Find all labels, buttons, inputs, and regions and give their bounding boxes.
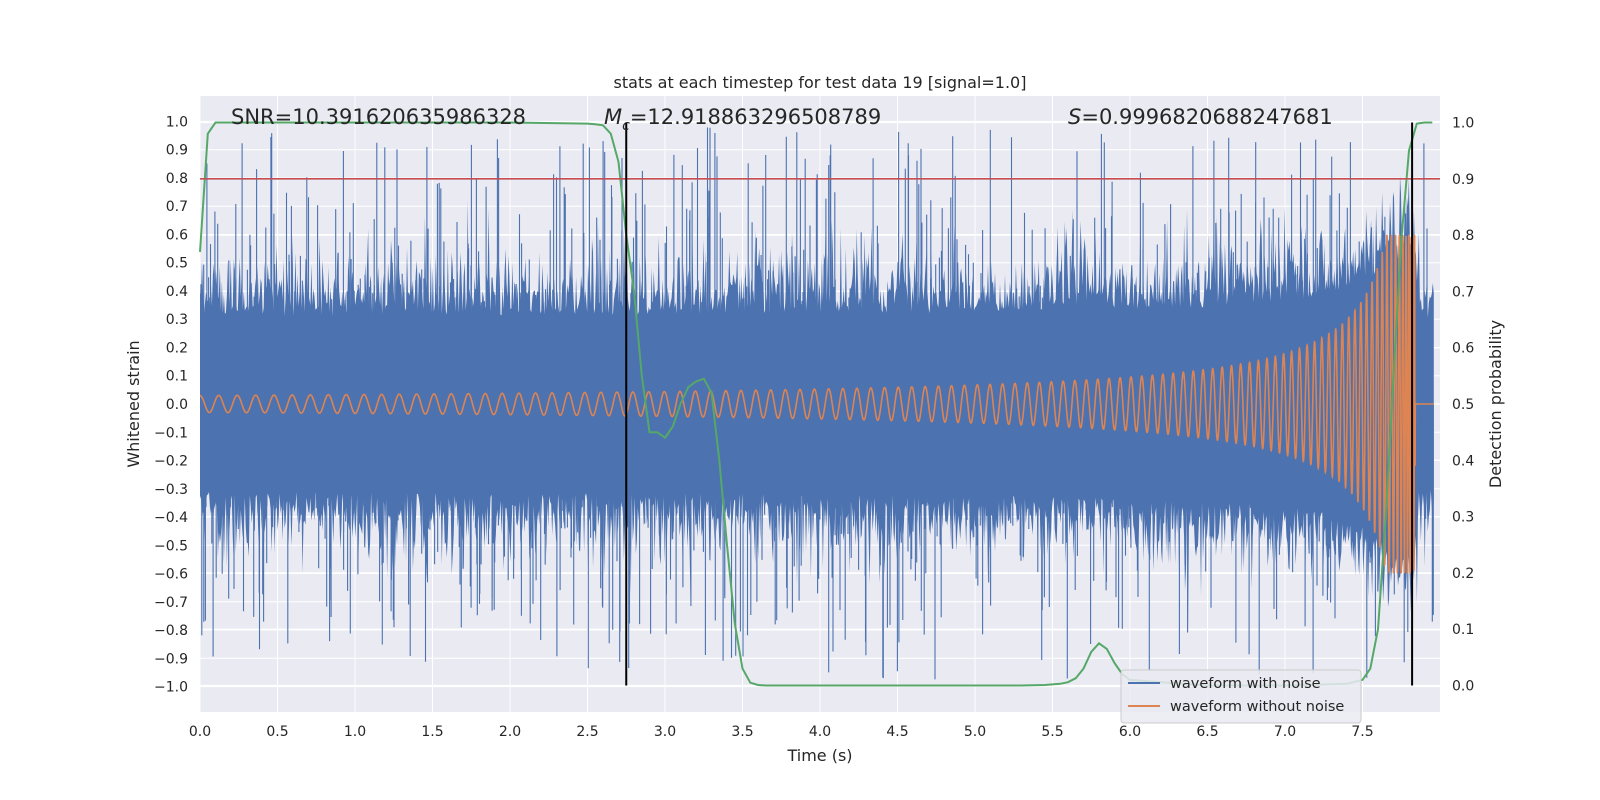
snr-annotation: SNR=10.391620635986328 bbox=[231, 105, 526, 129]
y2-tick-label-10: 0.0 bbox=[1452, 679, 1474, 695]
y-tick-label-3: 0.7 bbox=[166, 199, 188, 215]
y-tick-label-7: 0.3 bbox=[166, 312, 188, 328]
y2-axis-ticks: 1.0 0.9 0.8 0.7 0.6 0.5 0.4 0.3 0.2 0.1 0.0 bbox=[1452, 115, 1474, 694]
x-tick-label-14: 7.0 bbox=[1274, 724, 1296, 740]
y2-axis-title: Detection probability bbox=[1486, 320, 1505, 488]
y2-tick-label-6: 0.4 bbox=[1452, 453, 1474, 469]
series-waveform-with-noise bbox=[200, 127, 1434, 680]
s-annotation: S=0.9996820688247681 bbox=[1068, 105, 1333, 129]
x-tick-label-1: 0.5 bbox=[266, 724, 288, 740]
x-tick-label-3: 1.5 bbox=[421, 724, 443, 740]
y-tick-label-10: 0.0 bbox=[166, 397, 188, 413]
y-tick-label-17: −0.7 bbox=[154, 595, 188, 611]
y2-tick-label-2: 0.8 bbox=[1452, 228, 1474, 244]
series-waveform-without-noise bbox=[199, 234, 1434, 574]
y2-tick-label-7: 0.3 bbox=[1452, 510, 1474, 526]
y-tick-label-14: −0.4 bbox=[154, 510, 188, 526]
y-tick-label-20: −1.0 bbox=[154, 680, 188, 696]
y2-tick-label-8: 0.2 bbox=[1452, 566, 1474, 582]
x-tick-label-4: 2.0 bbox=[499, 724, 521, 740]
y2-tick-label-5: 0.5 bbox=[1452, 397, 1474, 413]
chart-title: stats at each timestep for test data 19 … bbox=[614, 73, 1027, 92]
x-tick-label-9: 4.5 bbox=[886, 724, 908, 740]
y-axis-title: Whitened strain bbox=[124, 340, 143, 467]
y2-tick-label-9: 0.1 bbox=[1452, 622, 1474, 638]
x-tick-label-11: 5.5 bbox=[1041, 724, 1063, 740]
x-tick-label-2: 1.0 bbox=[344, 724, 366, 740]
x-axis-title: Time (s) bbox=[786, 746, 852, 765]
y-tick-label-6: 0.4 bbox=[166, 284, 188, 300]
legend-box bbox=[1120, 669, 1362, 724]
y-tick-label-4: 0.6 bbox=[166, 227, 188, 243]
y2-tick-label-1: 0.9 bbox=[1452, 172, 1474, 188]
clean-waveform-line bbox=[199, 234, 1434, 574]
y-tick-label-2: 0.8 bbox=[166, 171, 188, 187]
x-tick-label-5: 2.5 bbox=[576, 724, 598, 740]
legend: waveform with noise waveform without noi… bbox=[1120, 669, 1362, 724]
y-tick-label-18: −0.8 bbox=[154, 623, 188, 639]
y2-tick-label-4: 0.6 bbox=[1452, 341, 1474, 357]
y-tick-label-15: −0.5 bbox=[154, 538, 188, 554]
x-tick-label-7: 3.5 bbox=[731, 724, 753, 740]
y-tick-label-16: −0.6 bbox=[154, 567, 188, 583]
x-tick-label-0: 0.0 bbox=[189, 724, 211, 740]
x-tick-label-8: 4.0 bbox=[809, 724, 831, 740]
y-tick-label-12: −0.2 bbox=[154, 454, 188, 470]
y-tick-label-8: 0.2 bbox=[166, 340, 188, 356]
y-axis-ticks: 1.0 0.9 0.8 0.7 0.6 0.5 0.4 0.3 0.2 0.1 0.0 −0.1 −0.… bbox=[154, 114, 188, 695]
y-tick-label-0: 1.0 bbox=[166, 114, 188, 130]
legend-label-clean: waveform without noise bbox=[1170, 699, 1344, 715]
y-tick-label-11: −0.1 bbox=[154, 425, 188, 441]
y2-tick-label-0: 1.0 bbox=[1452, 115, 1474, 131]
x-tick-label-13: 6.5 bbox=[1196, 724, 1218, 740]
x-tick-label-10: 5.0 bbox=[964, 724, 986, 740]
y-tick-label-5: 0.5 bbox=[166, 256, 188, 272]
chirp-mass-annotation: Mc=12.918863296508789 bbox=[604, 105, 881, 134]
x-tick-label-15: 7.5 bbox=[1351, 724, 1373, 740]
y-tick-label-9: 0.1 bbox=[166, 369, 188, 385]
x-tick-label-12: 6.0 bbox=[1119, 724, 1141, 740]
y-tick-label-1: 0.9 bbox=[166, 143, 188, 159]
x-axis-ticks: 0.0 0.5 1.0 1.5 2.0 2.5 3.0 3.5 4.0 4.5 5.0 5.5 6.0 6… bbox=[189, 724, 1374, 740]
legend-label-noise: waveform with noise bbox=[1170, 676, 1321, 692]
y2-tick-label-3: 0.7 bbox=[1452, 284, 1474, 300]
y-tick-label-19: −0.9 bbox=[154, 651, 188, 667]
x-tick-label-6: 3.0 bbox=[654, 724, 676, 740]
y-tick-label-13: −0.3 bbox=[154, 482, 188, 498]
vertical-markers bbox=[625, 122, 1414, 686]
